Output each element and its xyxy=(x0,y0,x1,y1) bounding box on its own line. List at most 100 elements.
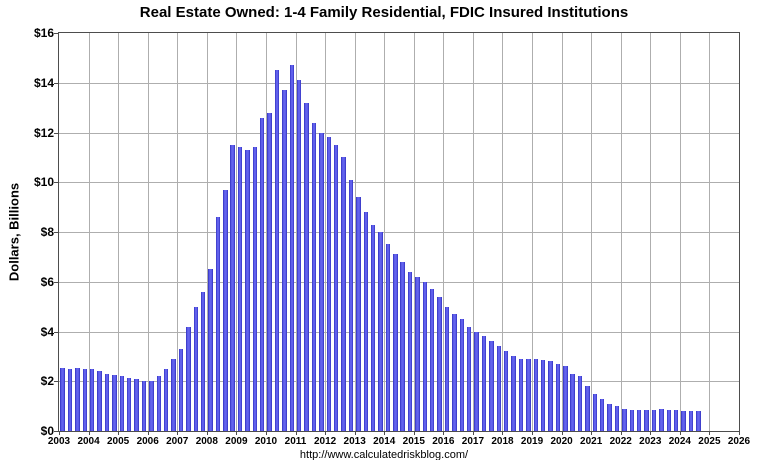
y-tick-mark xyxy=(54,381,58,383)
v-gridline xyxy=(265,33,267,431)
bar xyxy=(489,341,494,431)
x-tick-mark xyxy=(620,431,622,435)
y-tick-mark xyxy=(54,182,58,184)
x-tick-label: 2016 xyxy=(432,436,455,447)
bar xyxy=(467,326,472,431)
bar xyxy=(370,224,376,431)
x-tick-mark xyxy=(147,431,149,435)
bar xyxy=(651,409,657,431)
bar xyxy=(452,314,457,431)
x-tick-label: 2017 xyxy=(461,436,485,447)
bar xyxy=(171,358,176,431)
bar xyxy=(688,411,694,431)
x-tick-label: 2015 xyxy=(402,436,425,447)
bar xyxy=(267,112,272,431)
bar xyxy=(437,296,442,431)
y-tick-mark xyxy=(54,33,58,34)
bar xyxy=(200,291,206,431)
x-tick-mark xyxy=(236,431,238,435)
v-gridline xyxy=(354,33,356,431)
bar xyxy=(356,197,361,431)
bar xyxy=(555,363,561,431)
x-tick-label: 2023 xyxy=(639,436,662,447)
bar xyxy=(540,360,546,431)
x-tick-mark xyxy=(561,431,563,435)
x-tick-mark xyxy=(591,431,593,435)
x-tick-label: 2018 xyxy=(491,436,514,447)
x-tick-mark xyxy=(739,431,740,435)
y-tick-mark xyxy=(54,232,58,233)
bar xyxy=(333,144,339,431)
v-gridline xyxy=(295,33,297,431)
bar xyxy=(614,406,620,431)
bar xyxy=(193,306,198,431)
v-gridline xyxy=(443,33,445,431)
bar xyxy=(341,157,346,431)
x-tick-mark xyxy=(59,431,60,435)
v-gridline xyxy=(620,33,622,431)
bar xyxy=(186,326,191,431)
bar xyxy=(511,356,516,431)
bar xyxy=(659,408,664,431)
bar xyxy=(289,65,295,431)
x-tick-mark xyxy=(502,431,504,435)
v-gridline xyxy=(532,33,534,431)
y-tick-mark xyxy=(54,431,58,432)
bar xyxy=(637,409,642,431)
v-gridline xyxy=(561,33,563,431)
bar xyxy=(156,376,161,431)
plot-area xyxy=(58,32,740,432)
bar xyxy=(378,232,383,431)
x-tick-mark xyxy=(413,431,415,435)
y-tick-label: $16 xyxy=(33,26,54,40)
bar xyxy=(252,147,258,431)
bar xyxy=(422,281,428,431)
v-gridline xyxy=(147,33,149,431)
v-gridline xyxy=(325,33,327,431)
h-gridline xyxy=(59,232,739,233)
bar xyxy=(282,90,287,431)
x-tick-label: 2008 xyxy=(195,436,218,447)
y-tick-label: $14 xyxy=(33,75,54,90)
bar xyxy=(533,358,538,431)
x-tick-label: 2020 xyxy=(550,436,573,447)
x-tick-label: 2011 xyxy=(284,436,307,447)
bar xyxy=(400,261,405,431)
bar xyxy=(304,102,309,431)
h-gridline xyxy=(59,82,739,84)
bar xyxy=(97,371,102,431)
x-tick-label: 2005 xyxy=(107,436,130,447)
bar xyxy=(681,411,686,431)
v-gridline xyxy=(177,33,179,431)
bar xyxy=(215,217,221,431)
y-tick-mark xyxy=(54,331,58,333)
bar xyxy=(223,189,228,431)
bar xyxy=(67,368,73,431)
x-tick-label: 2022 xyxy=(609,436,632,447)
x-tick-label: 2012 xyxy=(313,436,337,447)
bar xyxy=(666,409,671,431)
x-tick-label: 2007 xyxy=(166,436,189,447)
bar xyxy=(644,409,649,431)
y-tick-label: $0 xyxy=(40,424,54,438)
v-gridline xyxy=(679,33,681,431)
v-gridline xyxy=(591,33,593,431)
x-tick-mark xyxy=(472,431,474,435)
bar xyxy=(600,398,605,431)
h-gridline xyxy=(59,381,739,383)
x-tick-label: 2004 xyxy=(77,436,100,447)
bar xyxy=(385,244,391,431)
bar xyxy=(607,403,612,431)
x-tick-mark xyxy=(118,431,120,435)
x-tick-mark xyxy=(177,431,179,435)
bar xyxy=(134,378,139,431)
bar xyxy=(82,368,88,431)
bar xyxy=(230,144,235,431)
v-gridline xyxy=(709,33,711,431)
bar xyxy=(208,269,213,431)
y-tick-mark xyxy=(54,82,58,84)
x-tick-label: 2010 xyxy=(254,436,278,447)
bar xyxy=(496,346,501,431)
y-tick-mark xyxy=(54,281,58,283)
y-tick-label: $8 xyxy=(40,225,54,239)
